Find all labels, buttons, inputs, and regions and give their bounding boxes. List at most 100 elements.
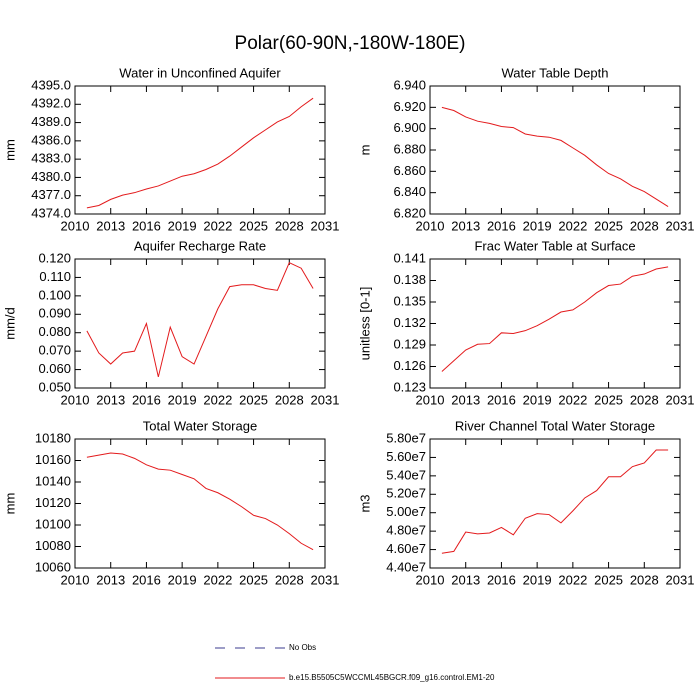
y-axis-label: mm [2,493,17,515]
y-tick-label: 0.080 [38,324,71,339]
y-tick-label: 0.132 [393,315,426,330]
x-tick-label: 2013 [96,572,125,587]
x-tick-label: 2028 [630,572,659,587]
x-tick-label: 2010 [61,572,90,587]
y-tick-label: 5.40e7 [386,467,426,482]
plot-frame [74,438,326,569]
x-tick-label: 2010 [416,218,445,233]
x-tick-label: 2025 [594,572,623,587]
data-line [441,449,669,554]
x-tick-label: 2016 [132,218,161,233]
y-tick-label: 10060 [35,559,71,574]
x-tick-label: 2022 [558,218,587,233]
x-tick-label: 2028 [275,392,304,407]
x-tick-label: 2019 [523,218,552,233]
x-tick-label: 2022 [203,572,232,587]
x-tick-label: 2019 [168,392,197,407]
x-tick-label: 2028 [630,218,659,233]
plot-frame [429,85,681,215]
x-tick-label: 2022 [203,218,232,233]
panel-title: Water in Unconfined Aquifer [119,65,281,80]
y-tick-label: 10140 [35,473,71,488]
y-tick-label: 4377.0 [31,187,71,202]
x-tick-label: 2019 [523,572,552,587]
x-tick-label: 2016 [132,392,161,407]
y-tick-label: 5.20e7 [386,486,426,501]
panel-title: Aquifer Recharge Rate [134,238,266,253]
legend-label: No Obs [289,643,316,652]
y-tick-label: 6.820 [393,205,426,220]
x-tick-label: 2013 [451,572,480,587]
y-tick-label: 4374.0 [31,205,71,220]
y-tick-label: 6.940 [393,77,426,92]
plot-frame [429,438,681,569]
y-tick-label: 6.920 [393,99,426,114]
x-tick-label: 2010 [61,218,90,233]
panel-title: River Channel Total Water Storage [455,418,655,433]
y-tick-label: 10100 [35,516,71,531]
y-tick-label: 0.070 [38,343,71,358]
x-tick-label: 2028 [275,218,304,233]
y-tick-label: 0.123 [393,379,426,394]
x-tick-label: 2010 [416,572,445,587]
x-tick-label: 2013 [451,218,480,233]
y-tick-label: 4389.0 [31,114,71,129]
y-tick-label: 10160 [35,452,71,467]
data-line [441,266,669,372]
y-tick-label: 6.860 [393,163,426,178]
y-tick-label: 6.880 [393,141,426,156]
y-tick-label: 4.80e7 [386,523,426,538]
x-tick-label: 2013 [96,218,125,233]
y-tick-label: 0.090 [38,306,71,321]
y-axis-label: unitless [0-1] [357,287,372,361]
y-tick-label: 5.80e7 [386,430,426,445]
x-tick-label: 2010 [61,392,90,407]
data-line [86,97,314,209]
y-tick-label: 0.129 [393,336,426,351]
y-tick-label: 10120 [35,495,71,510]
x-tick-label: 2025 [594,392,623,407]
plot-frame [74,85,326,215]
y-tick-label: 6.840 [393,184,426,199]
x-tick-label: 2031 [311,572,340,587]
plot-frame [74,258,326,389]
x-tick-label: 2016 [487,392,516,407]
x-tick-label: 2028 [630,392,659,407]
y-tick-label: 0.138 [393,272,426,287]
x-tick-label: 2013 [451,392,480,407]
y-tick-label: 4386.0 [31,132,71,147]
x-tick-label: 2031 [311,218,340,233]
x-tick-label: 2019 [523,392,552,407]
y-tick-label: 0.060 [38,361,71,376]
panel-title: Frac Water Table at Surface [474,238,635,253]
y-tick-label: 0.120 [38,250,71,265]
y-tick-label: 0.050 [38,379,71,394]
plot-frame [429,258,681,389]
y-tick-label: 4.40e7 [386,559,426,574]
y-axis-label: m3 [357,494,372,512]
x-tick-label: 2016 [487,572,516,587]
x-tick-label: 2022 [203,392,232,407]
legend-label: b.e15.B5505C5WCCML45BGCR.f09_g16.control… [289,673,495,682]
x-tick-label: 2016 [487,218,516,233]
x-tick-label: 2019 [168,572,197,587]
y-tick-label: 5.60e7 [386,449,426,464]
x-tick-label: 2025 [239,572,268,587]
x-tick-label: 2028 [275,572,304,587]
panel-title: Water Table Depth [502,65,609,80]
x-tick-label: 2025 [594,218,623,233]
x-tick-label: 2031 [666,392,695,407]
y-tick-label: 0.100 [38,287,71,302]
y-tick-label: 5.00e7 [386,504,426,519]
y-axis-label: mm/d [2,307,17,340]
y-tick-label: 0.135 [393,293,426,308]
y-tick-label: 0.126 [393,358,426,373]
x-tick-label: 2013 [96,392,125,407]
y-axis-label: m [357,145,372,156]
x-tick-label: 2031 [666,572,695,587]
y-tick-label: 6.900 [393,120,426,135]
y-tick-label: 4383.0 [31,151,71,166]
figure-title: Polar(60-90N,-180W-180E) [235,33,466,54]
